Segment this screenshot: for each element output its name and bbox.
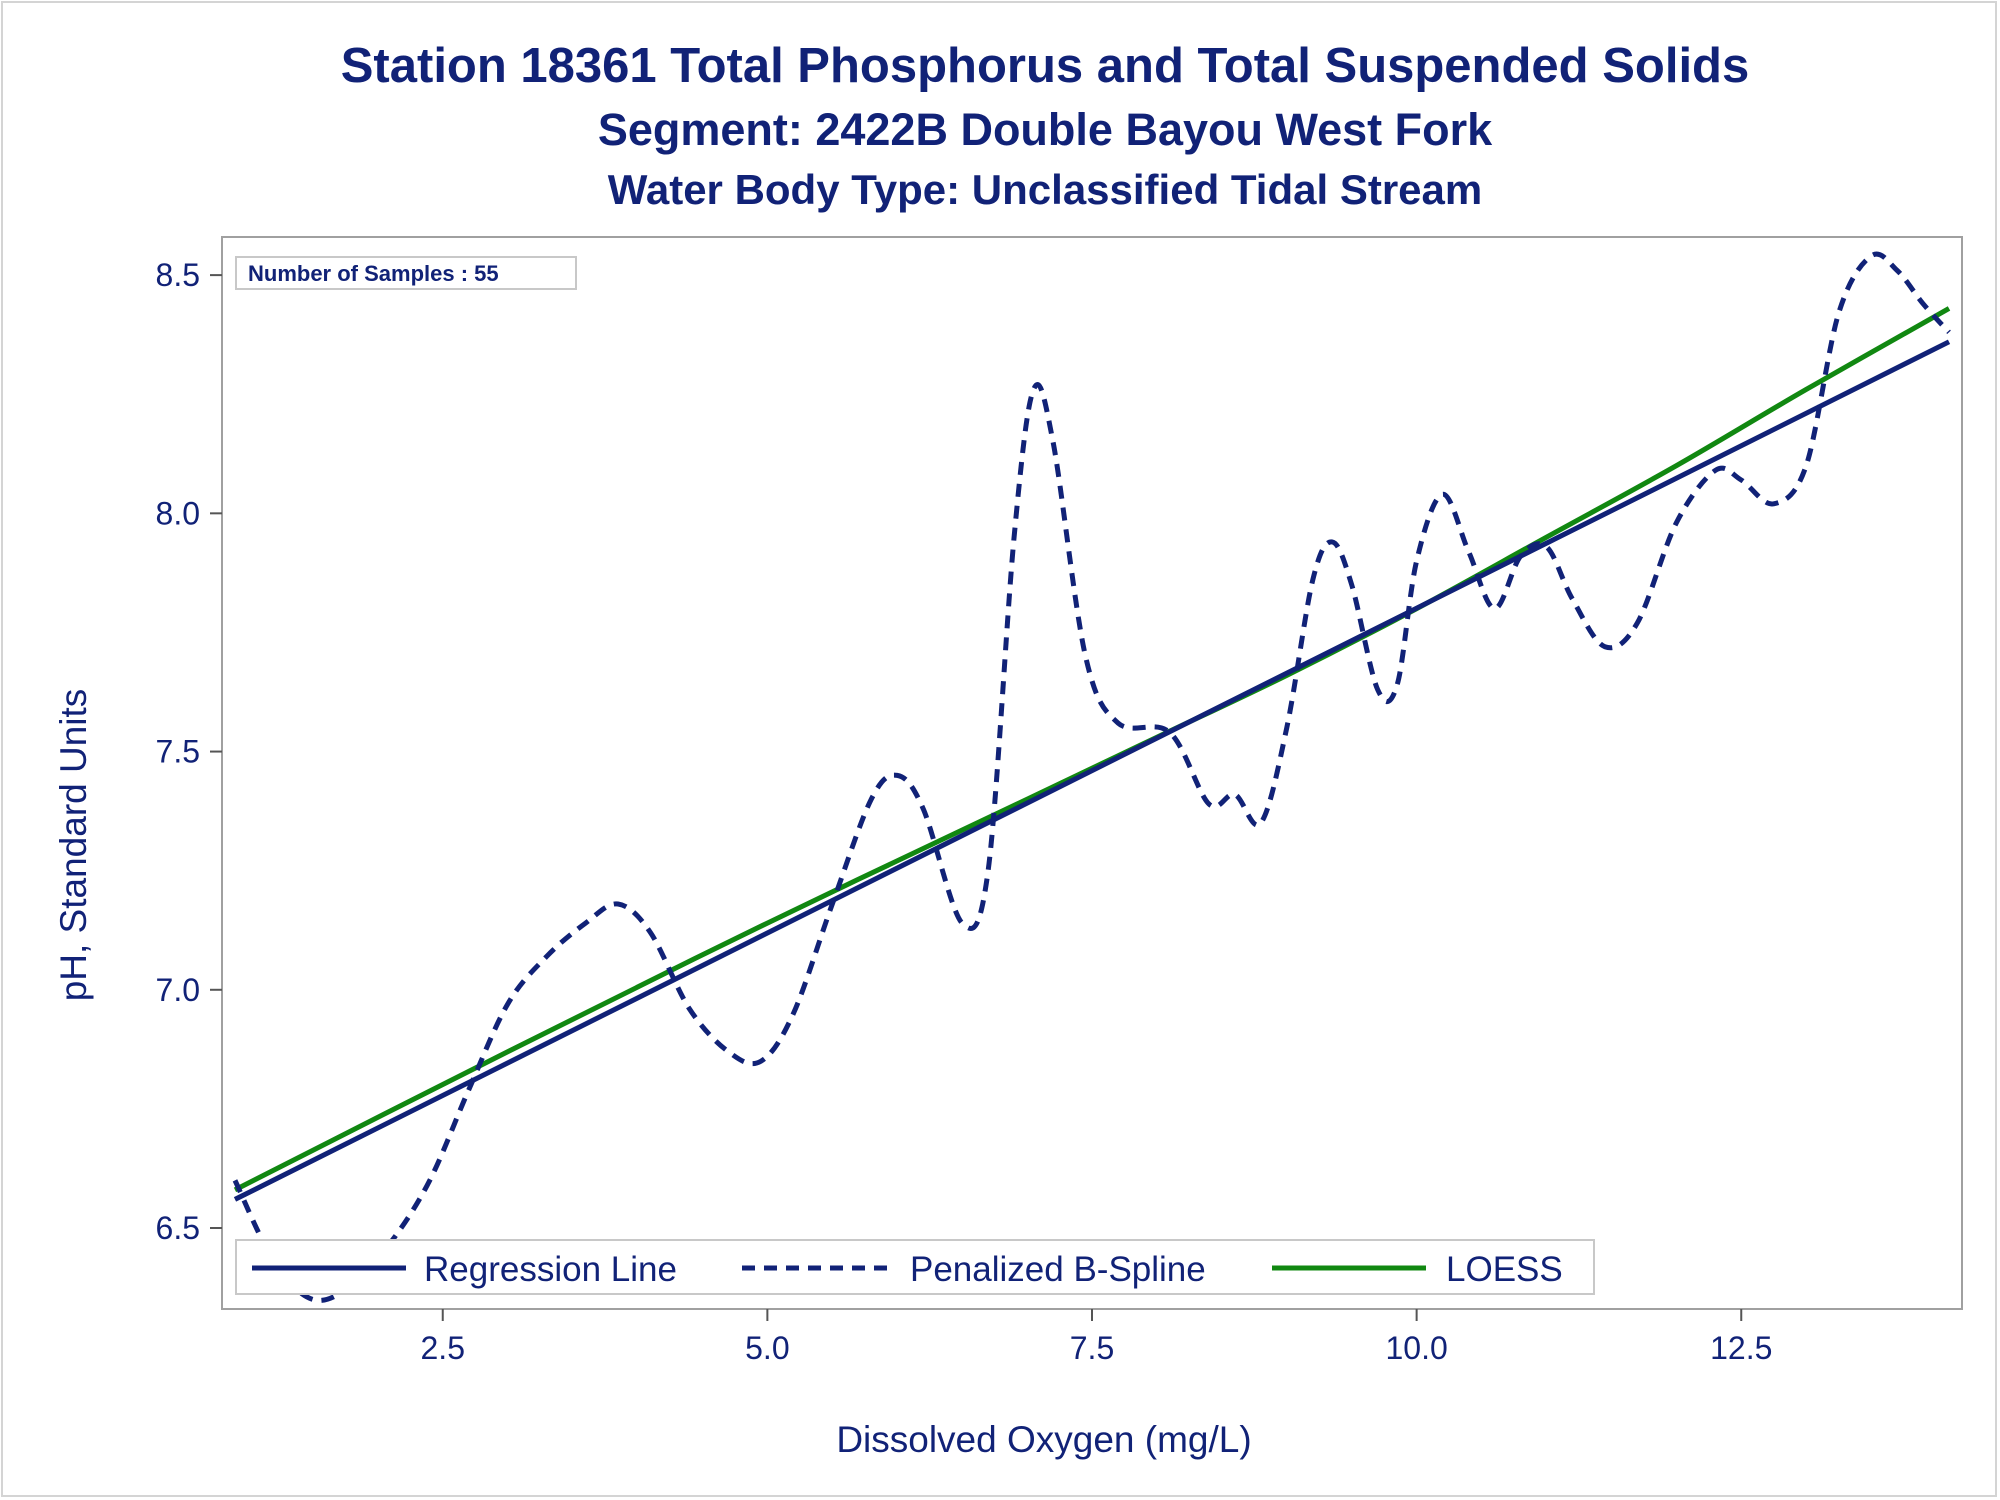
x-tick-label: 10.0 <box>1385 1330 1447 1366</box>
y-axis-label: pH, Standard Units <box>53 689 94 1002</box>
x-tick-label: 12.5 <box>1710 1330 1772 1366</box>
y-tick-label: 7.5 <box>156 734 200 770</box>
axes: 2.5 5.0 7.5 10.0 12.5 6.5 7.0 7.5 8.0 8.5 <box>156 257 1773 1366</box>
chart-subtitle-water-body: Water Body Type: Unclassified Tidal Stre… <box>607 166 1483 213</box>
y-tick-label: 6.5 <box>156 1210 200 1246</box>
y-tick-label: 8.0 <box>156 495 200 531</box>
chart-subtitle-segment: Segment: 2422B Double Bayou West Fork <box>597 104 1493 155</box>
y-tick-label: 8.5 <box>156 257 200 293</box>
sample-count-box-border <box>235 256 577 290</box>
legend-label-regression-line: Regression Line <box>424 1250 677 1289</box>
x-tick-label: 5.0 <box>745 1330 789 1366</box>
x-tick-label: 7.5 <box>1070 1330 1114 1366</box>
series-line-regression-line <box>233 339 1951 1202</box>
sample-count-label: Number of Samples : 55 <box>248 261 499 286</box>
y-tick-label: 7.0 <box>156 972 200 1008</box>
series-layer <box>232 251 1951 1303</box>
legend-label-loess: LOESS <box>1446 1250 1563 1289</box>
legend: Regression Line Penalized B-Spline LOESS <box>235 1239 1595 1295</box>
sample-count-box: Number of Samples : 55 <box>235 256 577 290</box>
legend-label-penalized-b-spline: Penalized B-Spline <box>910 1250 1206 1289</box>
x-axis-label: Dissolved Oxygen (mg/L) <box>836 1419 1251 1460</box>
x-tick-label: 2.5 <box>421 1330 465 1366</box>
series-line-penalized-b-spline <box>232 251 1951 1303</box>
chart-title: Station 18361 Total Phosphorus and Total… <box>340 39 1750 93</box>
